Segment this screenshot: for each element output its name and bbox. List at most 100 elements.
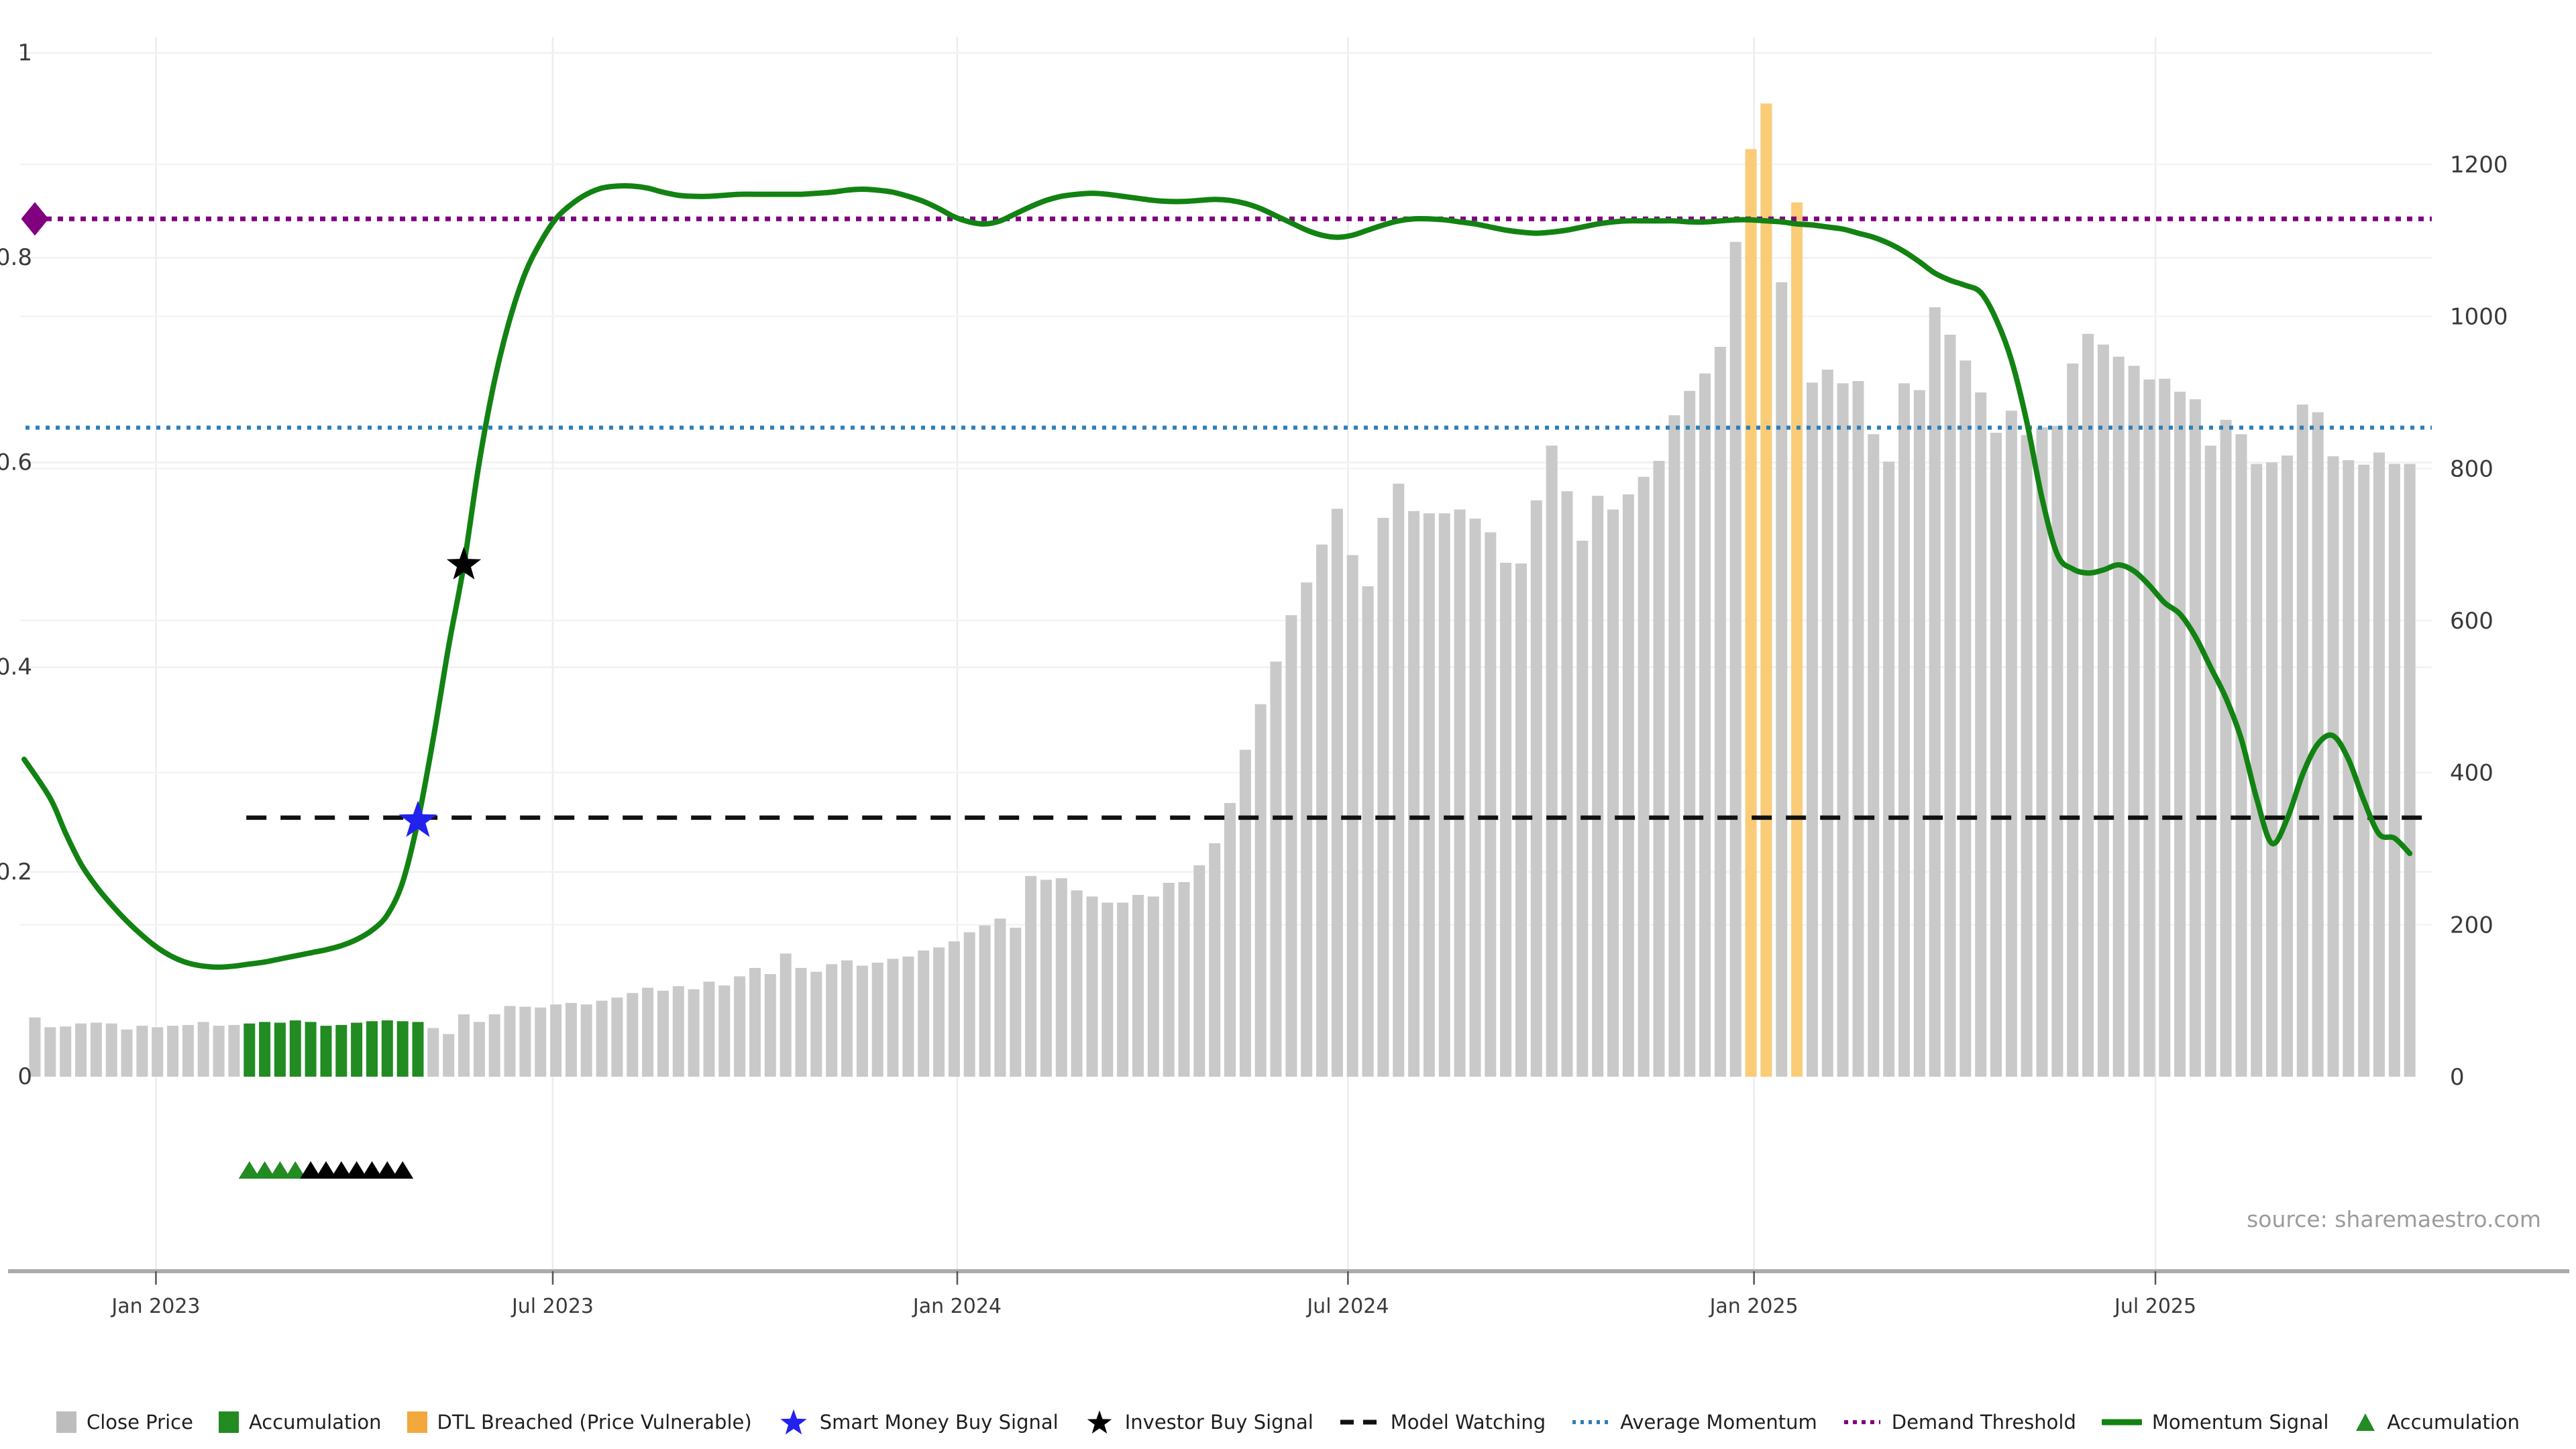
close-price-bar bbox=[1929, 307, 1941, 1077]
accumulation-triangle-icon bbox=[238, 1161, 260, 1179]
close-price-bar bbox=[1163, 883, 1175, 1077]
legend-item-label: Smart Money Buy Signal bbox=[819, 1411, 1059, 1434]
investor-star-icon bbox=[1084, 1407, 1115, 1438]
close-price-bar bbox=[642, 987, 654, 1077]
close-price-bar bbox=[1592, 496, 1604, 1077]
close-price-bar bbox=[1883, 462, 1895, 1077]
close-price-bar bbox=[826, 964, 838, 1077]
close-price-bar bbox=[1239, 749, 1251, 1077]
demand-threshold-dots-icon bbox=[1843, 1418, 1882, 1426]
close-price-bar bbox=[1868, 434, 1880, 1077]
legend-item-label: Model Watching bbox=[1390, 1411, 1546, 1434]
accumulation-bar bbox=[381, 1020, 393, 1077]
accumulation-triangle-icon bbox=[300, 1161, 322, 1179]
close-price-bar bbox=[1960, 360, 1972, 1077]
close-price-bar bbox=[1653, 461, 1665, 1077]
legend-item: DTL Breached (Price Vulnerable) bbox=[407, 1411, 752, 1434]
close-price-bar bbox=[2128, 366, 2140, 1077]
investor-buy-star-icon bbox=[446, 547, 482, 580]
close-price-bar bbox=[2097, 344, 2109, 1077]
left-axis-label: 0 bbox=[17, 1063, 32, 1090]
close-price-bar bbox=[1944, 334, 1956, 1077]
legend-item: Accumulation bbox=[218, 1411, 382, 1434]
close-price-bar bbox=[2404, 464, 2416, 1077]
close-price-bar bbox=[1010, 927, 1022, 1077]
close-price-bar bbox=[1055, 878, 1067, 1077]
momentum-signal-line bbox=[21, 183, 2413, 970]
close-price-bar bbox=[841, 960, 853, 1077]
legend-item: Momentum Signal bbox=[2101, 1411, 2328, 1434]
close-price-bar bbox=[1438, 513, 1450, 1077]
legend-item-label: Close Price bbox=[86, 1411, 193, 1434]
close-price-bar bbox=[2082, 333, 2094, 1077]
close-price-bar bbox=[856, 965, 868, 1077]
close-price-bar bbox=[1485, 532, 1497, 1077]
close-price-bar bbox=[1975, 392, 1987, 1077]
legend-item-label: Accumulation bbox=[2387, 1411, 2520, 1434]
close-price-bar bbox=[1316, 544, 1328, 1077]
dtl-breached-swatch-icon bbox=[407, 1411, 427, 1433]
legend-item-label: Average Momentum bbox=[1620, 1411, 1817, 1434]
left-axis-label: 0.2 bbox=[0, 859, 32, 885]
close-price-bar bbox=[1454, 509, 1466, 1077]
close-price-bar bbox=[105, 1023, 117, 1077]
demand-threshold-diamond-icon bbox=[21, 202, 49, 236]
close-price-bar bbox=[2343, 460, 2355, 1077]
close-price-bar bbox=[1852, 381, 1864, 1077]
smart-money-star-icon bbox=[777, 1406, 810, 1438]
x-axis-label: Jul 2025 bbox=[2113, 1295, 2196, 1318]
close-price-bar bbox=[1178, 881, 1190, 1077]
close-price-bar bbox=[918, 950, 930, 1077]
close-price-bar bbox=[1132, 895, 1144, 1077]
close-price-bar bbox=[795, 967, 807, 1077]
chart-legend: Close Price Accumulation DTL Breached (Pri… bbox=[0, 1406, 2576, 1438]
close-price-bar bbox=[2189, 399, 2201, 1077]
close-price-bar bbox=[902, 956, 914, 1077]
accumulation-bar bbox=[396, 1021, 409, 1077]
accumulation-triangle-icon bbox=[376, 1161, 398, 1179]
close-price-bar bbox=[1699, 373, 1711, 1077]
right-axis-label: 1200 bbox=[2450, 152, 2508, 178]
close-price-bar bbox=[228, 1024, 240, 1077]
close-price-bar bbox=[60, 1026, 72, 1077]
close-price-bar bbox=[1301, 582, 1313, 1077]
close-price-bar bbox=[2021, 435, 2033, 1077]
close-price-bar bbox=[1423, 513, 1435, 1077]
close-price-bar bbox=[1193, 865, 1205, 1077]
close-price-bar bbox=[565, 1003, 577, 1077]
close-price-bar bbox=[688, 989, 700, 1077]
close-price-bar bbox=[627, 993, 639, 1077]
legend-item: Close Price bbox=[56, 1411, 193, 1434]
x-axis-label: Jul 2023 bbox=[511, 1295, 594, 1318]
close-price-bar bbox=[1714, 347, 1726, 1077]
accumulation-bar bbox=[244, 1023, 256, 1077]
legend-item-label: Demand Threshold bbox=[1891, 1411, 2076, 1434]
accumulation-bar bbox=[320, 1026, 332, 1077]
accumulation-bar bbox=[366, 1021, 378, 1077]
right-axis-label: 0 bbox=[2450, 1064, 2465, 1091]
dtl-breached-bar bbox=[1745, 149, 1757, 1077]
close-price-bar bbox=[2327, 456, 2339, 1077]
close-price-bar bbox=[75, 1023, 87, 1077]
close-price-bar bbox=[1515, 564, 1527, 1077]
close-price-bar bbox=[1622, 494, 1634, 1077]
x-axis-label: Jul 2024 bbox=[1305, 1295, 1389, 1318]
right-axis-label: 800 bbox=[2450, 455, 2493, 482]
accumulation-bar bbox=[259, 1022, 271, 1077]
close-price-bar bbox=[1546, 445, 1558, 1077]
close-price-bar bbox=[504, 1006, 516, 1077]
close-price-bar bbox=[443, 1034, 455, 1077]
close-price-bar bbox=[580, 1004, 592, 1077]
right-axis-label: 1000 bbox=[2450, 304, 2508, 331]
close-price-bar bbox=[764, 974, 776, 1077]
left-axis-label: 0.8 bbox=[0, 244, 32, 271]
close-price-bar bbox=[1576, 541, 1589, 1077]
accumulation-triangle-icon bbox=[330, 1161, 352, 1179]
close-price-bar bbox=[2220, 419, 2232, 1077]
close-price-bar bbox=[44, 1027, 56, 1077]
close-price-bar bbox=[2051, 425, 2063, 1077]
close-price-bar bbox=[1224, 803, 1236, 1077]
close-price-bar bbox=[2067, 363, 2079, 1077]
accumulation-triangle-icon bbox=[392, 1161, 414, 1179]
